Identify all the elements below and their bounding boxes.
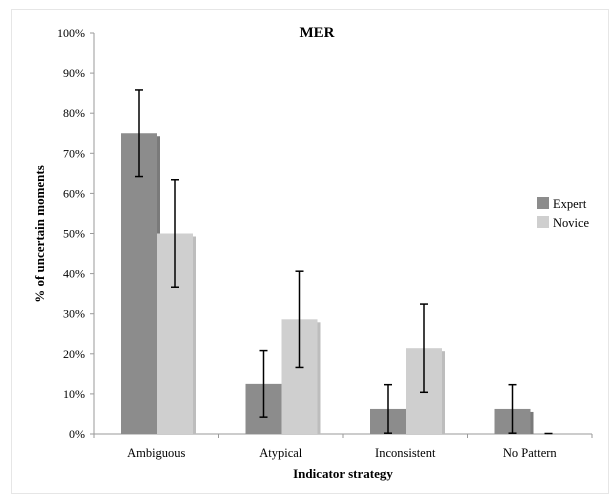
y-tick-label: 10%: [63, 387, 85, 401]
y-tick-label: 70%: [63, 146, 85, 160]
legend-label-novice: Novice: [553, 216, 590, 230]
y-tick-label: 20%: [63, 347, 85, 361]
x-axis-label: Indicator strategy: [293, 466, 393, 481]
bar-expert: [121, 133, 157, 434]
y-tick-label: 40%: [63, 267, 85, 281]
y-tick-label: 60%: [63, 186, 85, 200]
y-tick-label: 30%: [63, 307, 85, 321]
y-tick-label: 80%: [63, 106, 85, 120]
y-tick-label: 50%: [63, 227, 85, 241]
x-tick-label: Inconsistent: [375, 446, 436, 460]
legend-swatch-novice: [537, 216, 549, 228]
x-tick-label: Ambiguous: [127, 446, 185, 460]
y-axis-label: % of uncertain moments: [32, 165, 47, 303]
x-tick-label: No Pattern: [503, 446, 558, 460]
x-tick-label: Atypical: [259, 446, 303, 460]
legend-label-expert: Expert: [553, 197, 587, 211]
legend-swatch-expert: [537, 197, 549, 209]
chart-title: MER: [300, 25, 335, 41]
y-tick-label: 100%: [57, 26, 85, 40]
y-tick-label: 0%: [69, 427, 85, 441]
legend: Expert Novice: [537, 197, 590, 230]
plot-area: 0% 10% 20% 30% 40% 50% 60% 70% 80% 90% 100% Ambiguo…: [57, 26, 593, 460]
y-tick-label: 90%: [63, 66, 85, 80]
